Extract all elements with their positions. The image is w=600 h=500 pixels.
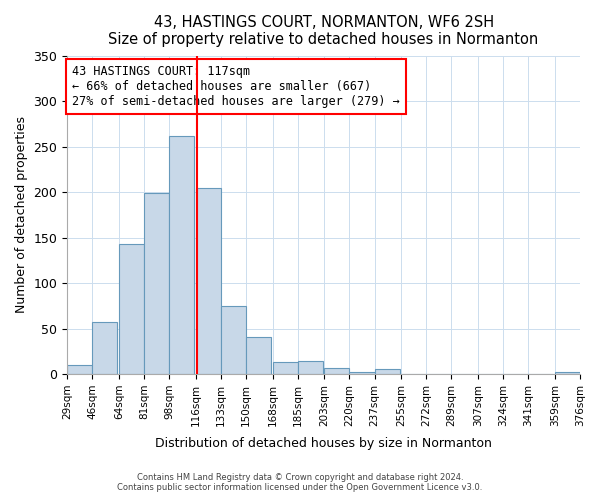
- Bar: [555, 372, 580, 374]
- X-axis label: Distribution of detached houses by size in Normanton: Distribution of detached houses by size …: [155, 437, 492, 450]
- Bar: [67, 365, 92, 374]
- Bar: [374, 368, 400, 374]
- Bar: [246, 336, 271, 374]
- Title: 43, HASTINGS COURT, NORMANTON, WF6 2SH
Size of property relative to detached hou: 43, HASTINGS COURT, NORMANTON, WF6 2SH S…: [109, 15, 539, 48]
- Bar: [298, 362, 323, 374]
- Bar: [144, 193, 169, 374]
- Bar: [272, 362, 298, 374]
- Y-axis label: Number of detached properties: Number of detached properties: [15, 116, 28, 314]
- Bar: [325, 368, 349, 374]
- Bar: [119, 244, 144, 374]
- Bar: [349, 372, 374, 374]
- Bar: [169, 136, 194, 374]
- Bar: [196, 188, 221, 374]
- Text: 43 HASTINGS COURT: 117sqm
← 66% of detached houses are smaller (667)
27% of semi: 43 HASTINGS COURT: 117sqm ← 66% of detac…: [72, 65, 400, 108]
- Bar: [221, 306, 246, 374]
- Bar: [92, 322, 118, 374]
- Text: Contains HM Land Registry data © Crown copyright and database right 2024.
Contai: Contains HM Land Registry data © Crown c…: [118, 472, 482, 492]
